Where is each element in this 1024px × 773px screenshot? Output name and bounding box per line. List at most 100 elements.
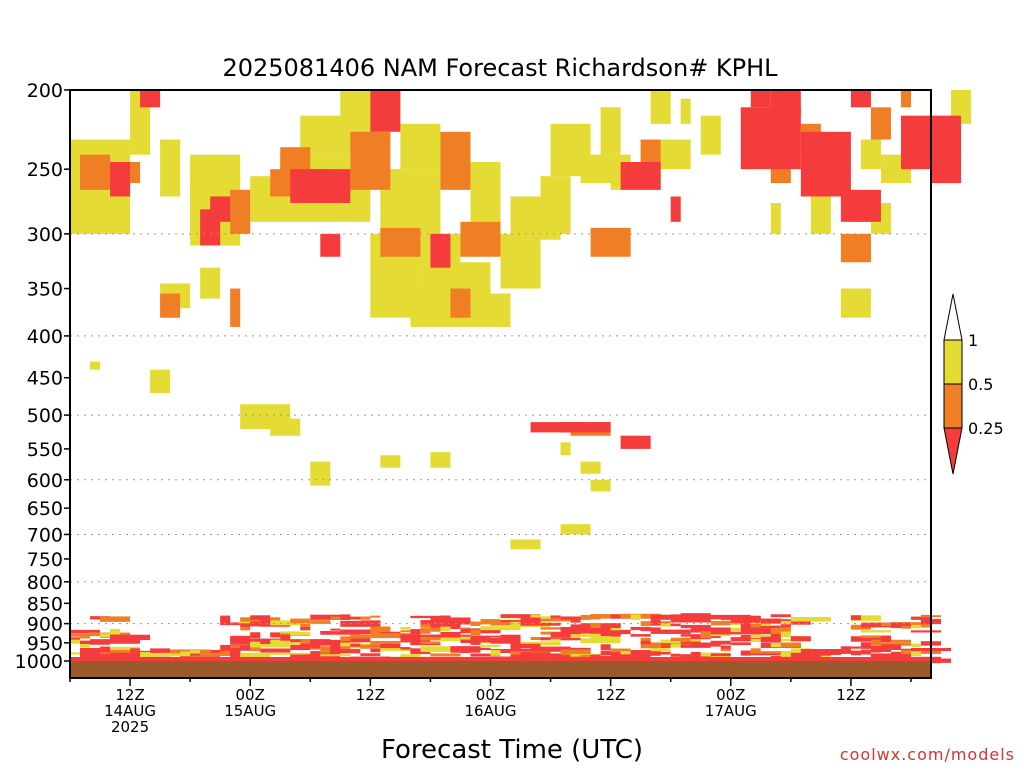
ri-cell [510, 647, 521, 653]
y-tick-label: 650 [27, 498, 63, 520]
ri-cell [900, 90, 911, 108]
ri-cell [440, 637, 461, 642]
ri-cell [600, 107, 621, 155]
ri-cell [860, 644, 871, 649]
ri-cell [460, 636, 471, 640]
ri-cell [670, 196, 681, 222]
ri-cell [780, 642, 801, 648]
y-tick-label: 950 [27, 633, 63, 655]
ri-cell [870, 653, 891, 656]
colorbar-segment [943, 383, 963, 429]
ground-bar [70, 661, 931, 678]
ri-cell [290, 654, 301, 658]
ri-cell [360, 644, 371, 649]
ri-cell [310, 461, 331, 486]
ri-cell [410, 615, 451, 619]
x-tick-label: 17AUG [705, 702, 757, 720]
ri-cell [660, 623, 671, 627]
ri-cell [400, 630, 411, 633]
ri-cell [780, 624, 791, 628]
ri-cell [690, 642, 721, 647]
ri-cell [480, 644, 501, 647]
ri-cell [710, 640, 731, 645]
ri-cell [560, 616, 591, 620]
ri-cell [130, 648, 141, 651]
ri-cell [590, 614, 621, 619]
y-tick-label: 300 [27, 224, 63, 246]
ri-cell [770, 628, 791, 634]
x-tick-label: 00Z [716, 686, 745, 704]
ri-cell [150, 369, 171, 394]
ri-cell [310, 620, 331, 624]
ri-cell [430, 653, 461, 657]
ri-cell [430, 452, 451, 468]
ri-cell [870, 107, 891, 140]
ri-cell [310, 651, 341, 657]
ri-cell [250, 646, 261, 652]
ri-cell [110, 652, 121, 655]
ri-cell [300, 627, 311, 631]
ri-cell [350, 643, 361, 647]
ri-cell [640, 627, 661, 632]
ri-cell [320, 643, 351, 646]
ri-cell [740, 629, 781, 635]
ri-cell [320, 233, 341, 257]
ri-cell [100, 616, 131, 622]
ri-cell [100, 649, 131, 654]
ri-cell [100, 633, 111, 638]
ri-cell [750, 634, 781, 639]
ri-cell [640, 139, 661, 170]
ri-cell [360, 620, 381, 627]
ri-cell [300, 654, 341, 659]
ri-cell [250, 615, 271, 620]
ri-cell [520, 652, 531, 657]
y-tick-label: 350 [27, 279, 63, 301]
ri-cell [70, 629, 101, 633]
ri-cell [480, 639, 491, 643]
ri-cell [650, 617, 671, 620]
ri-cell [470, 640, 481, 645]
ri-cell [530, 614, 541, 619]
watermark-link[interactable]: coolwx.com/models [840, 745, 1015, 764]
ri-cell [730, 642, 751, 646]
ri-cell [770, 90, 801, 116]
ri-cell [600, 644, 611, 650]
y-tick-label: 250 [27, 159, 63, 181]
ri-cell [240, 652, 271, 658]
ri-cell [410, 641, 441, 644]
x-tick-label: 12Z [115, 686, 144, 704]
ri-cell [220, 622, 241, 626]
ri-cell [770, 614, 791, 618]
ri-cell [910, 651, 921, 657]
ri-cell [880, 637, 891, 643]
ri-cell [370, 630, 381, 636]
ri-cell [420, 646, 451, 652]
ri-cell [490, 649, 501, 656]
ri-cell [660, 639, 701, 644]
ri-cell [370, 90, 401, 132]
ri-cell [730, 617, 761, 623]
ri-cell [320, 647, 331, 654]
ri-cell [230, 638, 271, 644]
ri-cell [550, 632, 581, 638]
ri-cell [110, 638, 141, 644]
ri-cell [770, 202, 781, 234]
ri-cell [600, 627, 611, 633]
ri-cell [790, 651, 801, 656]
ri-cell [590, 622, 601, 628]
ri-cell [890, 651, 901, 658]
ri-cell [670, 653, 681, 657]
ri-cell [520, 652, 551, 657]
y-tick-label: 800 [27, 572, 63, 594]
ri-cell [240, 623, 251, 627]
colorbar-segment [943, 339, 963, 385]
ri-cell [230, 635, 251, 639]
ri-cell [220, 618, 231, 623]
x-tick-label: 12Z [596, 686, 625, 704]
ri-cell [770, 633, 781, 638]
ri-cell [220, 650, 231, 656]
ri-cell [310, 639, 351, 645]
y-tick-label: 500 [27, 405, 63, 427]
y-tick-label: 700 [27, 524, 63, 546]
